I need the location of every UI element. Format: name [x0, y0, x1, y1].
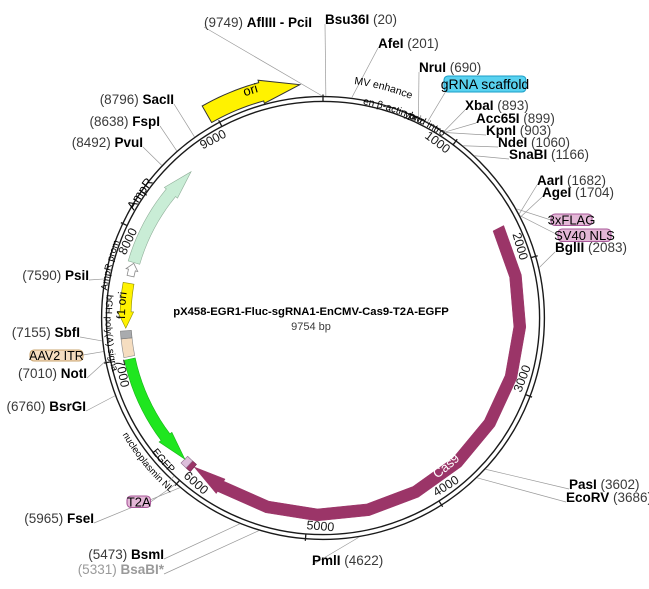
svg-text:(7590) PsiI: (7590) PsiI [22, 268, 89, 283]
svg-text:Bsu36I (20): Bsu36I (20) [325, 12, 397, 27]
svg-text:(8796) SacII: (8796) SacII [100, 92, 174, 107]
svg-text:NruI (690): NruI (690) [419, 60, 481, 75]
svg-text:(8492) PvuI: (8492) PvuI [72, 135, 143, 150]
svg-text:SnaBI (1166): SnaBI (1166) [509, 147, 589, 162]
svg-text:3xFLAG: 3xFLAG [548, 212, 596, 227]
svg-text:9000: 9000 [197, 127, 228, 152]
svg-text:f1 ori: f1 ori [114, 291, 130, 319]
svg-text:(5331) BsaBI*: (5331) BsaBI* [78, 562, 165, 577]
svg-text:(8638) FspI: (8638) FspI [89, 114, 160, 129]
svg-text:9754 bp: 9754 bp [291, 321, 331, 333]
svg-text:(5473) BsmI: (5473) BsmI [88, 547, 164, 562]
svg-text:pX458-EGR1-Fluc-sgRNA1-EnCMV-C: pX458-EGR1-Fluc-sgRNA1-EnCMV-Cas9-T2A-EG… [173, 306, 449, 318]
svg-text:SV40 NLS: SV40 NLS [554, 228, 615, 243]
svg-text:AAV2 ITR: AAV2 ITR [29, 349, 84, 363]
svg-text:(7155) SbfI: (7155) SbfI [12, 325, 80, 340]
svg-text:AfeI (201): AfeI (201) [378, 36, 439, 51]
svg-text:T2A: T2A [127, 494, 151, 509]
svg-text:EcoRV (3686): EcoRV (3686) [566, 490, 649, 505]
svg-text:(9749) AflIII - PciI: (9749) AflIII - PciI [204, 15, 312, 30]
svg-text:5000: 5000 [306, 518, 335, 534]
svg-text:PmlI (4622): PmlI (4622) [312, 553, 383, 568]
svg-text:(6760) BsrGI: (6760) BsrGI [6, 399, 86, 414]
svg-text:AgeI (1704): AgeI (1704) [542, 185, 614, 200]
svg-text:gRNA scaffold: gRNA scaffold [441, 76, 529, 92]
svg-text:AmpR: AmpR [124, 175, 155, 212]
svg-text:(5965) FseI: (5965) FseI [24, 511, 94, 526]
svg-text:(7010) NotI: (7010) NotI [18, 366, 87, 381]
